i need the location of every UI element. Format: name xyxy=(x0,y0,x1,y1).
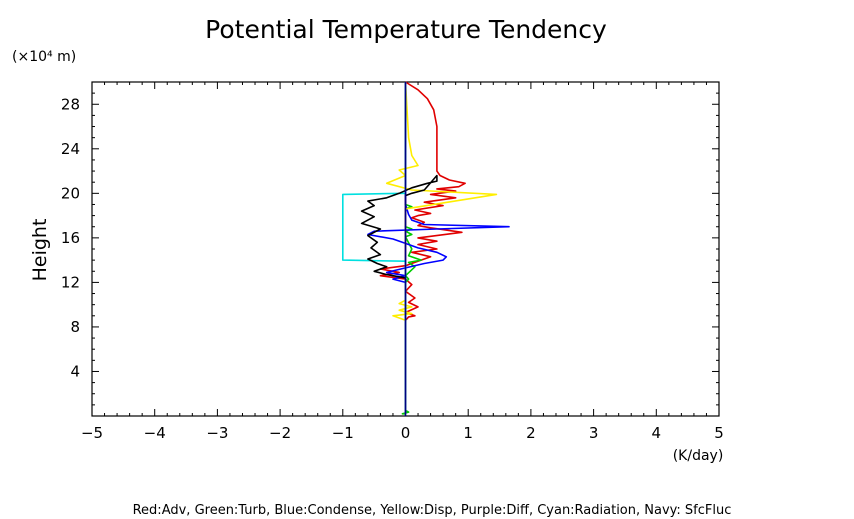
series-line-yellow-disp xyxy=(385,81,498,414)
x-tick-label: −2 xyxy=(269,424,291,442)
series-line-red-adv xyxy=(379,81,466,414)
x-tick-label: −1 xyxy=(332,424,354,442)
x-tick-label: 1 xyxy=(463,424,473,442)
x-axis-title: (K/day) xyxy=(673,448,724,464)
y-unit-label: (×10⁴ m) xyxy=(12,49,76,65)
series-line-blue-condense xyxy=(367,82,510,414)
chart-title: Potential Temperature Tendency xyxy=(205,15,607,44)
y-tick-label: 16 xyxy=(61,229,80,247)
series-line-black xyxy=(360,174,438,279)
y-tick-label: 20 xyxy=(61,184,80,202)
y-tick-label: 12 xyxy=(61,273,80,291)
x-axis: −5 −4 −3 −2 −1 0 1 2 3 4 5 xyxy=(81,82,724,442)
x-tick-label: −5 xyxy=(81,424,103,442)
x-tick-label: 2 xyxy=(526,424,536,442)
x-tick-label: 3 xyxy=(589,424,599,442)
x-tick-label: 5 xyxy=(714,424,724,442)
series-layer xyxy=(342,81,510,416)
legend-caption: Red:Adv, Green:Turb, Blue:Condense, Yell… xyxy=(133,503,732,518)
x-tick-label: 4 xyxy=(652,424,662,442)
y-tick-label: 4 xyxy=(70,362,80,380)
x-tick-label: −3 xyxy=(206,424,228,442)
x-tick-label: 0 xyxy=(401,424,411,442)
y-axis: 4 8 12 16 20 24 28 xyxy=(61,92,719,406)
y-tick-label: 8 xyxy=(70,318,80,336)
y-axis-title: Height xyxy=(29,219,51,282)
series-line-cyan-radiation xyxy=(342,82,407,414)
y-tick-label: 24 xyxy=(61,140,80,158)
y-tick-label: 28 xyxy=(61,95,80,113)
x-tick-label: −4 xyxy=(144,424,166,442)
